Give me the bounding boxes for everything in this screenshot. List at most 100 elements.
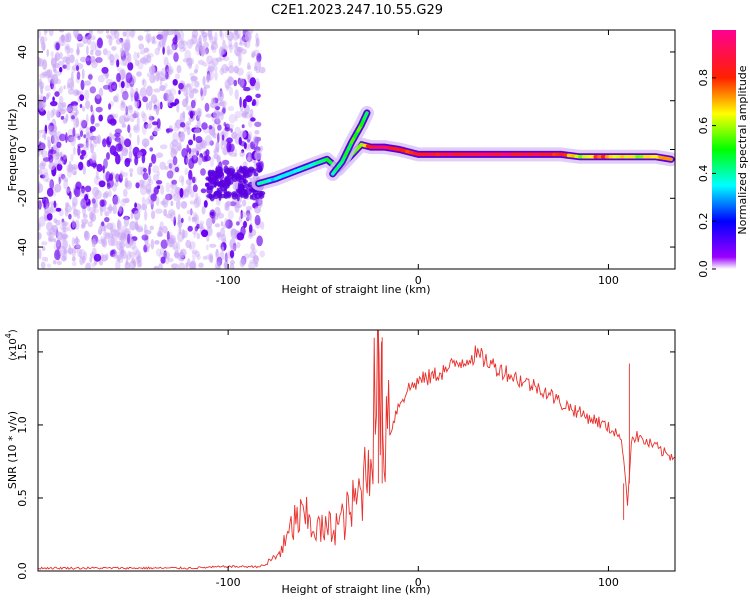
noise-blob xyxy=(158,41,161,50)
noise-blob xyxy=(188,63,192,69)
noise-blob xyxy=(150,226,154,231)
noise-blob xyxy=(137,135,140,146)
noise-blob xyxy=(69,81,74,90)
noise-blob xyxy=(179,30,185,40)
noise-blob xyxy=(195,193,198,201)
noise-blob xyxy=(90,56,95,63)
x-tick-label: 100 xyxy=(598,576,619,589)
noise-blob xyxy=(135,217,138,224)
noise-blob xyxy=(224,256,229,262)
noise-blob xyxy=(129,133,131,138)
noise-blob xyxy=(41,262,46,269)
noise-blob xyxy=(72,197,78,207)
noise-blob xyxy=(106,152,110,160)
noise-blob xyxy=(256,236,263,247)
noise-blob xyxy=(101,67,108,74)
noise-blob xyxy=(84,80,91,85)
noise-blob xyxy=(82,36,88,44)
noise-blob xyxy=(82,106,85,112)
noise-blob xyxy=(235,127,241,135)
noise-blob xyxy=(208,70,215,81)
noise-blob xyxy=(245,32,252,43)
noise-blob xyxy=(154,266,160,271)
noise-blob xyxy=(205,183,209,187)
noise-blob xyxy=(191,77,197,83)
noise-blob xyxy=(201,122,208,130)
noise-blob xyxy=(72,237,75,246)
noise-blob xyxy=(167,93,174,103)
noise-blob xyxy=(253,135,258,144)
noise-blob xyxy=(137,60,143,70)
noise-blob xyxy=(225,206,230,211)
noise-blob xyxy=(41,241,47,245)
noise-blob xyxy=(52,83,56,91)
noise-blob xyxy=(84,231,88,239)
noise-blob xyxy=(164,166,168,170)
noise-blob xyxy=(83,214,88,219)
noise-blob xyxy=(181,176,184,186)
noise-blob xyxy=(47,140,51,149)
noise-blob xyxy=(131,212,134,219)
noise-blob xyxy=(206,187,213,194)
noise-blob xyxy=(86,114,89,125)
noise-blob xyxy=(225,67,229,71)
noise-blob xyxy=(54,69,57,73)
noise-blob xyxy=(243,179,248,184)
noise-blob xyxy=(127,53,131,64)
noise-blob xyxy=(74,220,79,230)
noise-blob xyxy=(217,133,220,143)
noise-blob xyxy=(76,117,79,127)
noise-blob xyxy=(254,150,261,160)
noise-blob xyxy=(56,142,61,148)
noise-blob xyxy=(248,152,251,163)
noise-blob xyxy=(65,63,70,71)
noise-blob xyxy=(108,237,115,247)
noise-blob xyxy=(166,194,169,202)
y-tick-label: -40 xyxy=(16,238,29,256)
noise-blob xyxy=(54,91,59,97)
noise-blob xyxy=(52,96,55,101)
noise-blob xyxy=(80,104,83,108)
noise-blob xyxy=(89,207,95,213)
noise-blob xyxy=(110,60,115,66)
noise-blob xyxy=(38,249,41,260)
noise-blob xyxy=(255,262,259,267)
spectrogram-y-label: Frequency (Hz) xyxy=(6,109,19,192)
noise-blob xyxy=(47,213,53,221)
noise-blob xyxy=(107,177,114,188)
noise-blob xyxy=(198,110,201,120)
noise-blob xyxy=(82,150,86,156)
noise-blob xyxy=(238,57,241,66)
noise-blob xyxy=(59,86,63,94)
noise-blob xyxy=(164,83,167,88)
noise-blob xyxy=(86,45,89,55)
noise-blob xyxy=(104,224,107,231)
noise-blob xyxy=(199,223,203,228)
noise-blob xyxy=(170,201,173,207)
noise-blob xyxy=(213,105,220,110)
noise-blob xyxy=(65,43,71,53)
noise-blob xyxy=(156,180,162,184)
noise-blob xyxy=(176,104,179,113)
noise-blob xyxy=(105,253,108,260)
noise-blob xyxy=(200,88,203,97)
noise-blob xyxy=(192,177,196,184)
noise-blob xyxy=(253,50,259,57)
noise-blob xyxy=(137,52,139,58)
noise-blob xyxy=(148,175,151,184)
noise-blob xyxy=(56,109,59,117)
noise-blob xyxy=(223,189,227,194)
noise-blob xyxy=(59,246,66,257)
noise-blob xyxy=(45,257,49,262)
noise-blob xyxy=(235,89,239,100)
noise-blob xyxy=(103,85,110,90)
noise-blob xyxy=(129,168,133,173)
noise-blob xyxy=(124,158,130,167)
noise-blob xyxy=(185,262,188,268)
noise-blob xyxy=(254,130,259,135)
noise-blob xyxy=(104,217,110,222)
noise-blob xyxy=(213,193,219,199)
noise-blob xyxy=(195,136,202,143)
noise-blob xyxy=(61,221,69,226)
noise-blob xyxy=(227,123,234,129)
